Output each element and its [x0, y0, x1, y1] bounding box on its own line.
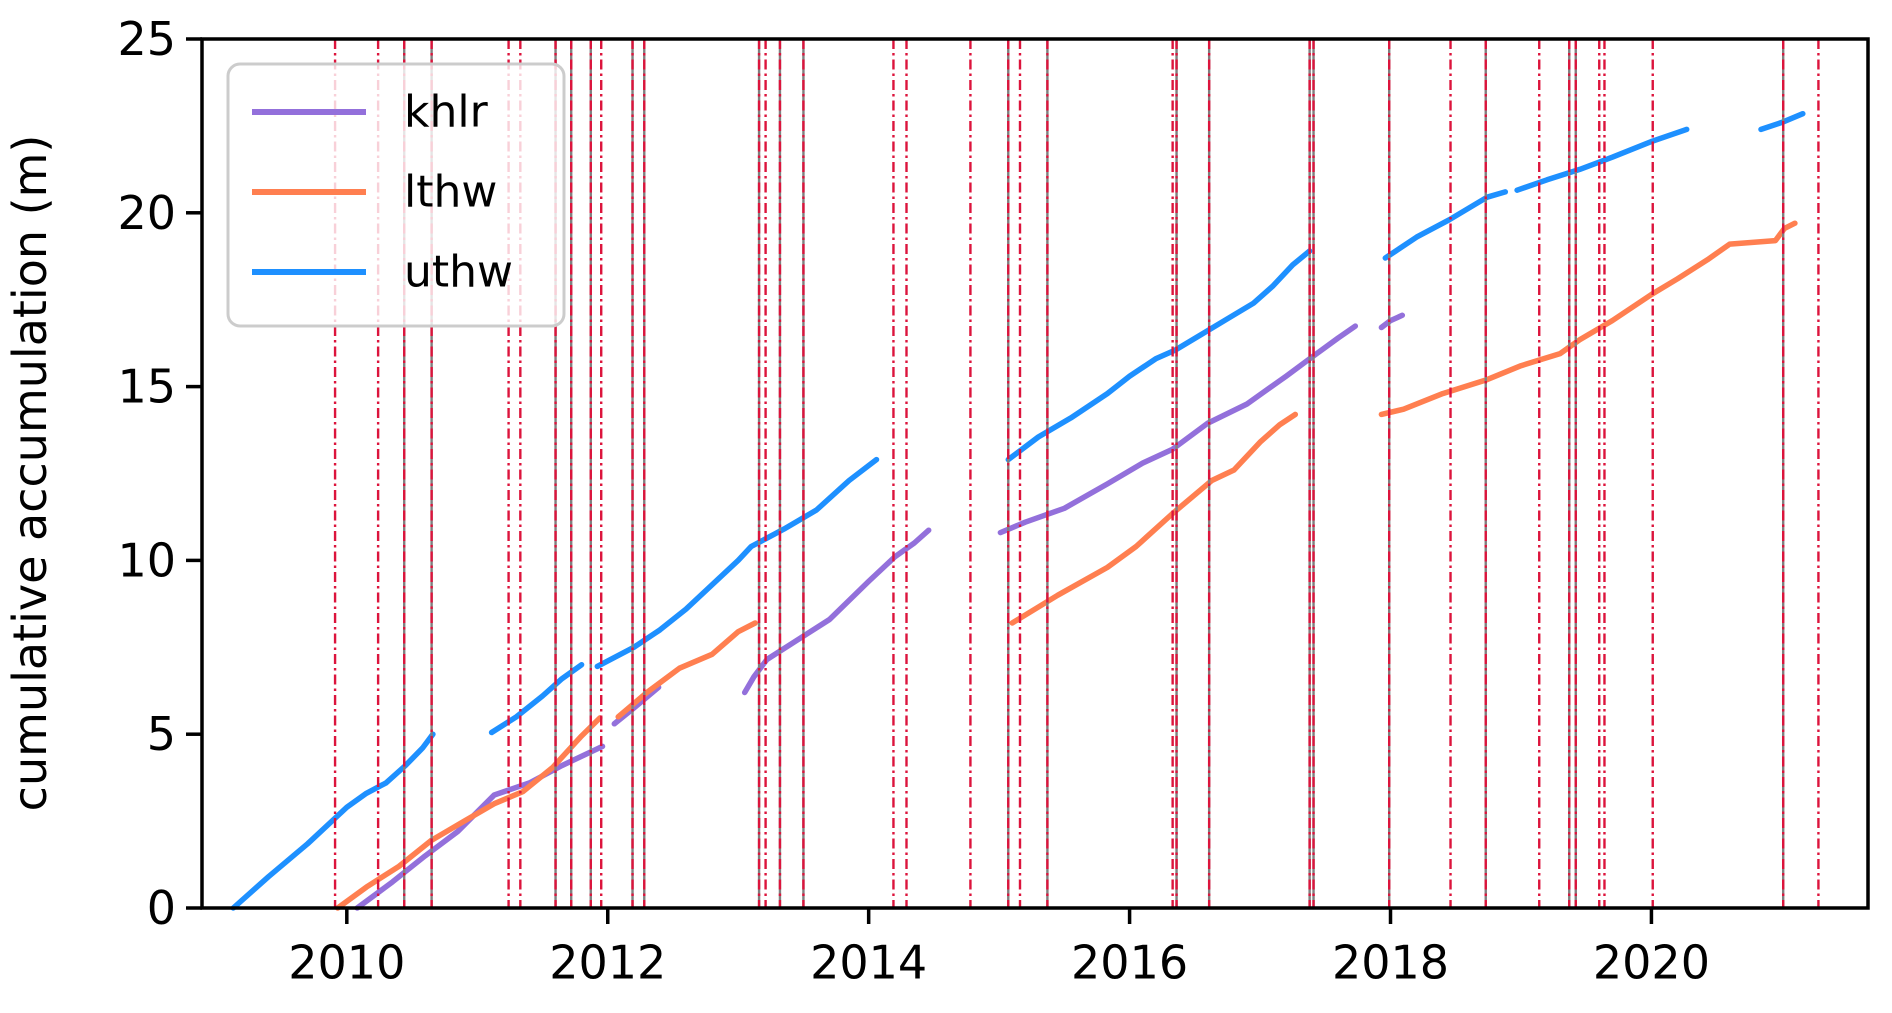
x-tick-label: 2010	[288, 935, 405, 989]
y-tick-label: 20	[117, 186, 176, 240]
y-axis-label: cumulative accumulation (m)	[3, 135, 57, 812]
series-line-khlr	[611, 684, 662, 727]
x-tick-label: 2014	[810, 935, 927, 989]
series-line-khlr	[354, 743, 606, 911]
series-line-uthw	[488, 661, 585, 736]
event-vlines	[333, 39, 1820, 908]
legend-label-khlr: khlr	[404, 87, 489, 138]
series-line-uthw	[230, 731, 436, 911]
series-line-khlr	[741, 527, 932, 696]
x-tick-label: 2020	[1593, 935, 1710, 989]
series-line-lthw	[1378, 220, 1798, 418]
series-line-uthw	[1005, 248, 1313, 463]
series-line-khlr	[1378, 312, 1406, 331]
x-tick-label: 2018	[1332, 935, 1449, 989]
legend-label-uthw: uthw	[404, 247, 513, 298]
axes-frame	[200, 37, 1870, 910]
x-tick-label: 2016	[1071, 935, 1188, 989]
series-line-uthw	[1758, 110, 1806, 133]
series-line-lthw	[334, 715, 603, 911]
y-tick-label: 10	[117, 533, 176, 587]
series-line-lthw	[615, 620, 758, 720]
series-line-uthw	[1514, 126, 1690, 193]
y-tick-label: 25	[117, 12, 176, 66]
x-tick-label: 2012	[549, 935, 666, 989]
legend-frame	[226, 62, 566, 328]
axis-ticks: 2010 2012 2014 2016 2018 2020 0 5 10 15 20 25	[117, 12, 1710, 989]
series-line-uthw	[594, 456, 880, 670]
legend-box: khlr lthw uthw	[226, 62, 566, 328]
y-tick-label: 15	[117, 360, 176, 414]
series-line-lthw	[1009, 411, 1299, 626]
series-line-uthw	[1382, 189, 1509, 261]
y-tick-label: 5	[147, 707, 176, 761]
y-tick-label: 0	[147, 881, 176, 935]
legend-label-lthw: lthw	[404, 167, 497, 218]
